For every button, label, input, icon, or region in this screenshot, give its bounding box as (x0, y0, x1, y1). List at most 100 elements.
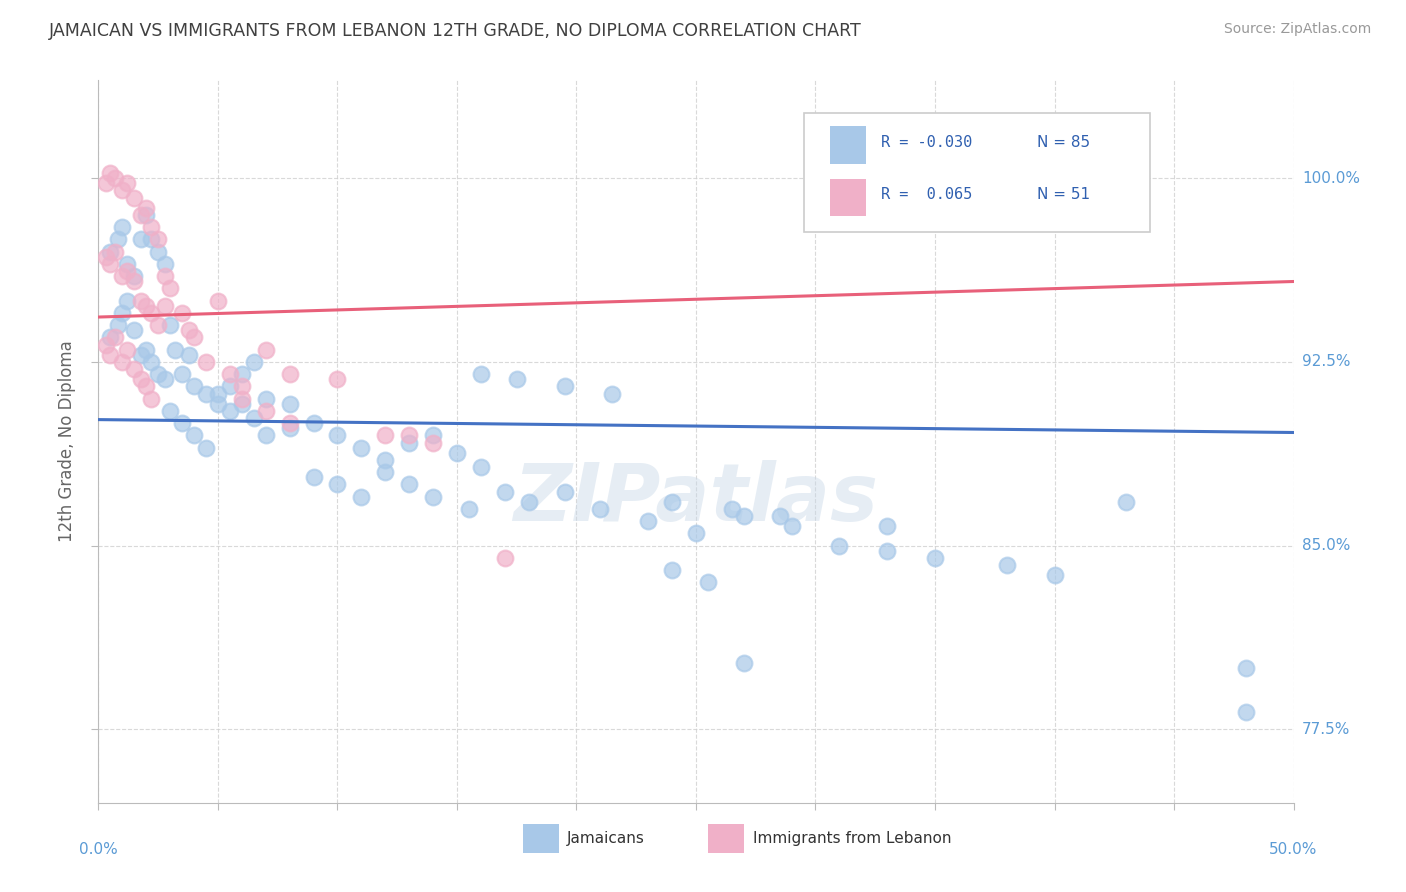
Point (94, 176, 117, 190)
Text: R =  0.065: R = 0.065 (882, 187, 973, 202)
Point (374, 465, 396, 479)
Point (828, 539, 851, 553)
Point (422, 428, 444, 442)
Point (374, 453, 396, 467)
Point (179, 348, 201, 362)
Point (131, 372, 153, 386)
Point (398, 477, 420, 491)
Point (98, 257, 122, 271)
Point (219, 404, 242, 418)
Point (135, 299, 157, 313)
Point (155, 299, 177, 313)
Point (278, 367, 301, 381)
Point (124, 323, 146, 337)
Point (139, 355, 162, 369)
Point (254, 428, 277, 442)
Point (470, 460, 492, 475)
Point (554, 379, 576, 393)
Point (195, 386, 218, 401)
Point (111, 220, 134, 235)
Point (733, 509, 755, 524)
Point (115, 176, 138, 190)
Point (111, 184, 134, 198)
Point (135, 379, 157, 393)
Point (697, 575, 720, 590)
Point (159, 404, 181, 418)
Point (995, 184, 1018, 198)
Point (231, 367, 253, 381)
Point (995, 176, 1018, 190)
Point (183, 428, 205, 442)
Point (494, 550, 516, 565)
Point (131, 232, 153, 246)
Text: 100.0%: 100.0% (1302, 170, 1360, 186)
Point (155, 269, 177, 284)
Point (172, 306, 194, 320)
Point (98, 166, 122, 180)
Text: Jamaicans: Jamaicans (567, 831, 645, 847)
Point (278, 416, 301, 430)
Point (155, 372, 177, 386)
Point (1043, 568, 1066, 582)
Point (254, 392, 277, 406)
Y-axis label: 12th Grade, No Diploma: 12th Grade, No Diploma (58, 341, 76, 542)
Point (326, 477, 349, 491)
Point (148, 232, 170, 246)
FancyBboxPatch shape (804, 112, 1150, 232)
Point (207, 386, 229, 401)
Point (219, 379, 242, 393)
Point (876, 543, 898, 558)
Point (243, 355, 266, 369)
Point (422, 490, 444, 504)
Text: 0.0%: 0.0% (79, 842, 118, 856)
Point (207, 293, 229, 308)
Point (243, 411, 266, 425)
Point (124, 362, 146, 376)
Point (104, 171, 127, 186)
Point (589, 502, 612, 516)
Point (219, 367, 242, 381)
Text: 77.5%: 77.5% (1302, 722, 1350, 737)
Point (278, 396, 301, 410)
Point (446, 445, 468, 459)
Point (1234, 705, 1257, 719)
Point (183, 379, 205, 393)
Point (637, 514, 659, 528)
Point (661, 563, 683, 577)
Point (172, 416, 194, 430)
Point (195, 355, 218, 369)
Point (398, 428, 420, 442)
Point (179, 323, 201, 337)
Point (554, 484, 576, 499)
Point (1234, 661, 1257, 675)
Text: R = -0.030: R = -0.030 (882, 135, 973, 150)
Point (195, 441, 218, 455)
Point (148, 244, 170, 259)
Point (98, 330, 122, 344)
Point (107, 318, 129, 333)
Point (733, 656, 755, 670)
Point (104, 330, 127, 344)
Point (374, 428, 396, 442)
Point (139, 232, 162, 246)
Text: N = 85: N = 85 (1036, 135, 1090, 150)
Point (876, 519, 898, 533)
Point (124, 269, 146, 284)
Point (1015, 191, 1038, 205)
Text: 85.0%: 85.0% (1302, 538, 1350, 553)
Point (254, 343, 277, 357)
FancyBboxPatch shape (830, 127, 866, 164)
Point (721, 502, 744, 516)
Text: Immigrants from Lebanon: Immigrants from Lebanon (754, 831, 952, 847)
Point (131, 208, 153, 222)
Point (685, 526, 707, 541)
Text: JAMAICAN VS IMMIGRANTS FROM LEBANON 12TH GRADE, NO DIPLOMA CORRELATION CHART: JAMAICAN VS IMMIGRANTS FROM LEBANON 12TH… (49, 22, 862, 40)
Point (98, 244, 122, 259)
Point (995, 558, 1018, 573)
FancyBboxPatch shape (709, 824, 744, 854)
Point (254, 404, 277, 418)
FancyBboxPatch shape (523, 824, 558, 854)
Text: 92.5%: 92.5% (1302, 354, 1350, 369)
Point (111, 306, 134, 320)
Point (148, 367, 170, 381)
